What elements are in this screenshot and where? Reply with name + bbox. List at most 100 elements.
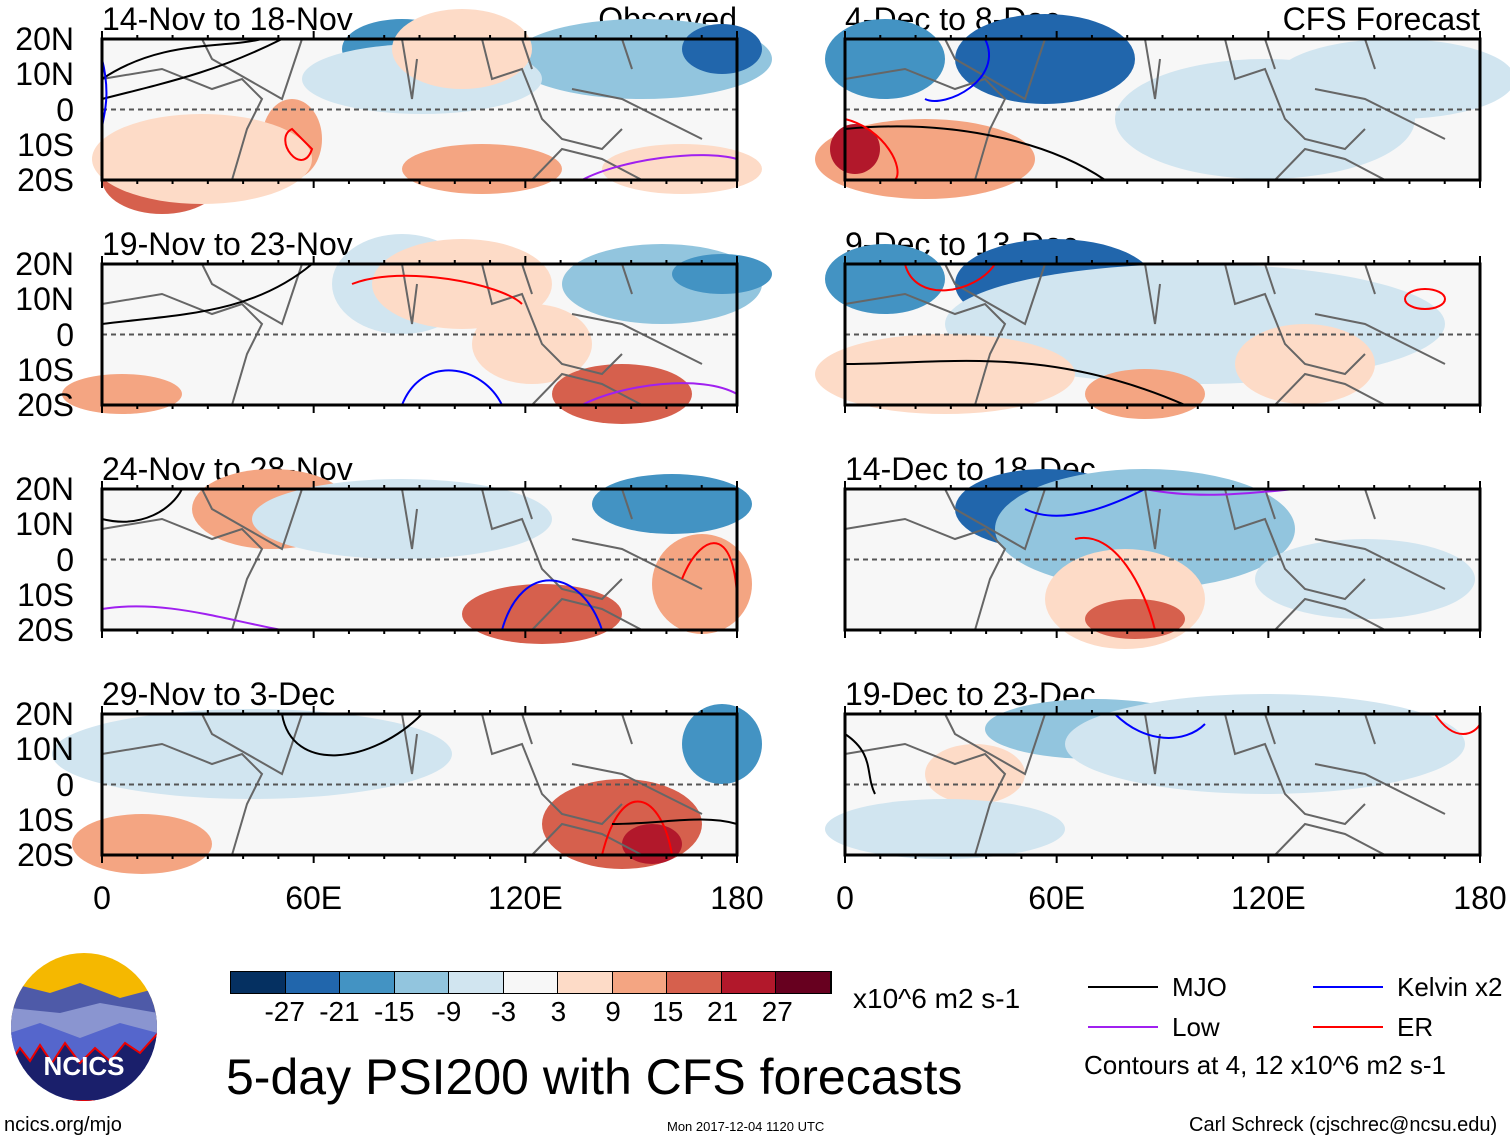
wave-contour [1074, 536, 1156, 631]
lon-label: 60E [285, 880, 343, 916]
map-panel [62, 234, 772, 424]
wave-contour [1024, 488, 1146, 517]
colorbar-label: 15 [652, 996, 684, 1027]
anomaly-shading [52, 709, 452, 799]
legend-label: MJO [1172, 972, 1227, 1002]
lat-label: 10N [15, 281, 74, 318]
legend-label: Low [1172, 1012, 1220, 1042]
colorbar-label: -27 [264, 996, 305, 1027]
svg-text:NCICS: NCICS [44, 1051, 125, 1081]
legend-label: Kelvin x2 [1397, 972, 1503, 1002]
anomaly-shading [682, 24, 762, 74]
lat-label: 0 [56, 316, 74, 353]
wave-contour [1114, 713, 1206, 739]
wave-contour [101, 38, 263, 80]
map-panel [815, 14, 1510, 199]
map-panel [52, 704, 762, 874]
panel-title: 14-Nov to 18-Nov [102, 1, 353, 37]
anomaly-shading [392, 9, 532, 89]
anomaly-shading [92, 114, 312, 204]
wave-contour [1404, 288, 1447, 310]
lat-label: 20S [17, 837, 74, 873]
wave-contour [1434, 713, 1481, 735]
lat-label: 20N [15, 246, 74, 282]
lon-label: 180 [710, 880, 764, 916]
colorbar-swatch [503, 972, 559, 993]
colorbar-label: -15 [373, 996, 415, 1027]
lat-label: 10N [15, 731, 74, 768]
colorbar-swatch [231, 972, 286, 993]
anomaly-shading [62, 374, 182, 414]
legend-line [1088, 1026, 1158, 1028]
footer-url[interactable]: ncics.org/mjo [4, 1114, 122, 1136]
colorbar-swatch [340, 972, 395, 993]
lat-label: 20N [15, 696, 74, 732]
map-panel [92, 9, 772, 214]
legend-line [1313, 1026, 1383, 1028]
panel-title: 19-Nov to 23-Nov [102, 226, 353, 262]
anomaly-shading [462, 584, 622, 644]
lon-label: 120E [487, 880, 563, 916]
colorbar-units: x10^6 m2 s-1 [853, 983, 1021, 1014]
colorbar-label: 9 [605, 996, 621, 1027]
anomaly-shading [955, 14, 1135, 104]
lat-label: 10S [17, 351, 74, 388]
colorbar-swatch [394, 972, 450, 993]
anomaly-shading [372, 239, 552, 329]
anomaly-shading [925, 744, 1025, 804]
anomaly-shading [592, 474, 752, 534]
map-panel [825, 694, 1482, 863]
colorbar-swatch [667, 972, 722, 993]
panel-title: 29-Nov to 3-Dec [102, 676, 335, 712]
anomaly-shading [402, 144, 562, 194]
anomaly-shading [72, 814, 212, 874]
lon-label: 120E [1230, 880, 1306, 916]
lat-label: 10S [17, 126, 74, 163]
lat-label: 20N [15, 21, 74, 57]
wave-contour [101, 605, 283, 631]
legend-line [1088, 986, 1158, 988]
lon-label: 0 [836, 880, 854, 916]
wave-contour [611, 818, 738, 825]
anomaly-shading [252, 479, 552, 559]
legend-line [1313, 986, 1383, 988]
anomaly-shading [672, 254, 772, 294]
lon-label: 60E [1028, 880, 1086, 916]
lat-label: 10S [17, 801, 74, 838]
wave-contour [101, 488, 183, 523]
lon-label: 0 [93, 880, 111, 916]
anomaly-shading [825, 19, 945, 99]
map-panel [815, 239, 1482, 419]
panel-tag: CFS Forecast [1282, 1, 1480, 37]
colorbar-label: -9 [436, 996, 462, 1027]
wave-contour [904, 263, 996, 292]
wave-contour [924, 38, 990, 102]
colorbar-swatch [449, 972, 504, 993]
anomaly-shading [825, 799, 1065, 859]
colorbar-swatch [721, 972, 777, 993]
colorbar-label: 27 [761, 996, 793, 1027]
colorbar-swatch [558, 972, 613, 993]
colorbar-label: -3 [491, 996, 517, 1027]
lat-label: 20S [17, 612, 74, 648]
wave-contour [844, 118, 899, 181]
lat-label: 10S [17, 576, 74, 613]
colorbar-label: 3 [550, 996, 567, 1027]
wave-contour [844, 359, 1186, 406]
wave-contour [581, 382, 738, 406]
wave-contour [101, 263, 313, 325]
colorbar-swatch [285, 972, 341, 993]
colorbar-swatch [612, 972, 668, 993]
wave-contour [351, 274, 523, 305]
map-panel [100, 469, 752, 644]
footer-timestamp: Mon 2017-12-04 1120 UTC [667, 1119, 825, 1134]
colorbar-label: -21 [319, 996, 360, 1027]
colorbar-swatch [776, 972, 832, 993]
wave-contour [581, 154, 738, 181]
lat-label: 20S [17, 387, 74, 423]
anomaly-shading [472, 304, 592, 384]
figure-title: 5-day PSI200 with CFS forecasts [226, 1049, 963, 1105]
anomaly-shading [815, 334, 1075, 414]
lat-label: 10N [15, 506, 74, 543]
lat-label: 0 [56, 91, 74, 128]
